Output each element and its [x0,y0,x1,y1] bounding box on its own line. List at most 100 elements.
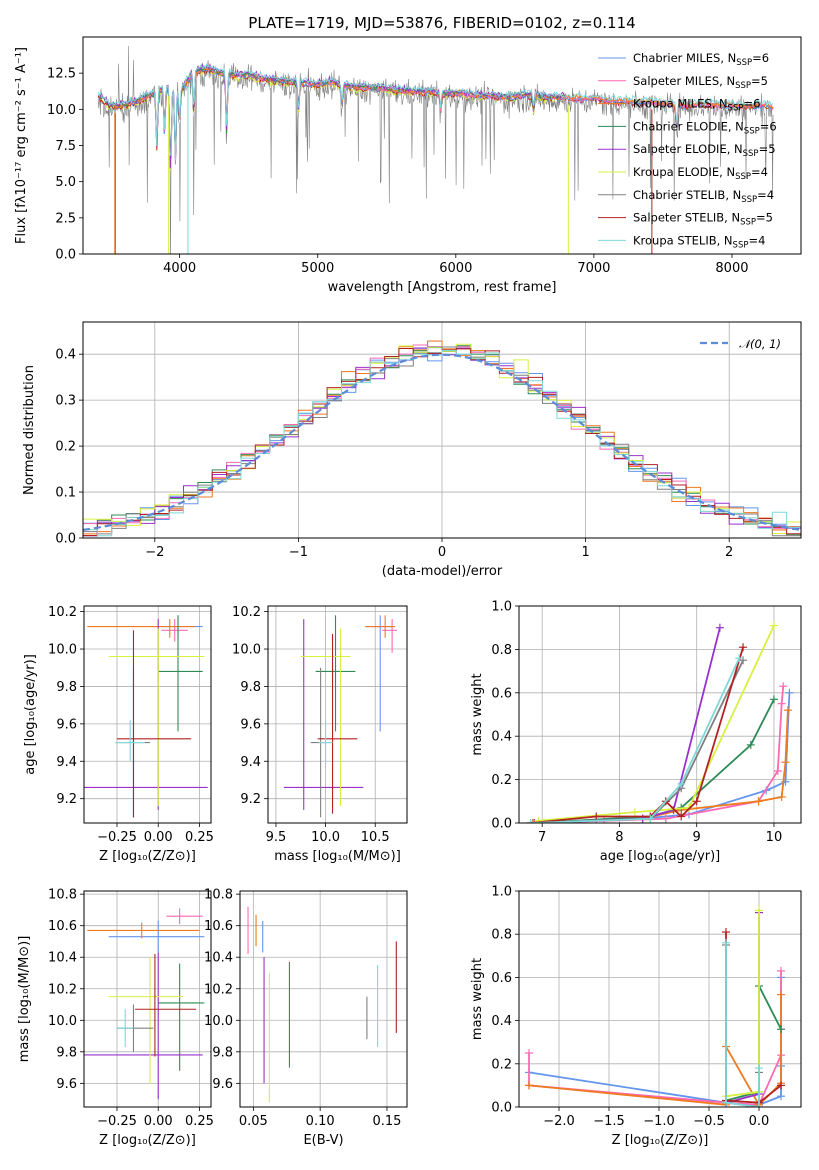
legend-count: =6 [752,51,769,65]
age_vs_Z-panel: −0.25 0.00 0.25 9.2 9.4 9.6 9.8 10.0 10.2 Z [log₁… [23,605,214,864]
legend-subscript: SSP [736,58,752,68]
legend-subscript: SSP [735,81,751,91]
y-tick-label: 0.0 [55,248,76,263]
y-tick-label: 1.0 [491,600,512,615]
x-tick-label: 7 [538,830,546,845]
weight-line-chabrier_stelib [530,659,744,823]
weight-line-kroupa_stelib [725,942,760,1107]
weight-line-chabrier_stelib [725,945,760,1107]
x-tick-label: 10.0 [311,830,340,845]
y-tick-label: 9.8 [212,1045,233,1060]
y-tick-label: 0.1 [55,486,76,501]
weight-lines [525,906,785,1107]
y-axis-label: age [log₁₀(age/yr)] [23,654,38,775]
x-axis-label: Z [log₁₀(Z/Z⊙)] [612,1133,709,1148]
x-axis-label: Z [log₁₀(Z/Z⊙)] [99,849,196,864]
weight-line-chabrier_elodie [725,985,782,1102]
y-tick-label: 9.4 [56,755,77,770]
y-tick-label: 9.6 [56,717,77,732]
mass_vs_Z-panel: −0.25 0.00 0.25 9.6 9.8 10.0 10.2 10.4 10.6 10.8 Z… [17,888,214,1148]
y-tick-label: 10.0 [48,1014,77,1029]
x-tick-label: 4000 [163,261,196,276]
histograms [83,340,801,537]
y-axis-label: Flux [fλ10⁻¹⁷ erg cm⁻² s⁻¹ A⁻¹] [14,47,29,244]
histogram-kroupa_stelib [83,349,801,537]
x-tick-label: 0.00 [144,830,173,845]
mass_weight_vs_Z-panel: −2.0 −1.5 −1.0 −0.5 0.0 0.0 0.2 0.4 0.6 0.8 1.0 Z [… [470,885,802,1148]
x-tick-label: 0.00 [144,1114,173,1129]
weight-line-kroupa_stelib [530,657,741,823]
x-tick-label: 9 [693,830,701,845]
normal-curve [83,353,801,531]
legend-subscript: SSP [744,126,760,136]
y-tick-label: 0.0 [491,817,512,832]
error-bars [84,908,205,1100]
weight-line-salpeter_miles [528,970,782,1106]
legend-label: Salpeter STELIB, NSSP=5 [633,211,773,228]
legend-count: =6 [743,97,760,111]
x-tick-label: 8 [615,830,623,845]
x-tick-label: 2 [725,545,733,560]
y-tick-label: 9.2 [56,792,77,807]
axes-frame [518,890,802,1108]
x-tick-label: 0.10 [306,1114,335,1129]
legend-subscript: SSP [741,195,757,205]
legend-label: 𝒩(0, 1) [739,337,781,351]
x-tick-label: 6000 [439,261,472,276]
legend-count: =4 [757,188,774,202]
y-tick-label: 0.2 [55,440,76,455]
spectrum-panel: 4000 5000 6000 7000 8000 0.0 2.5 5.0 7.5 10.0 12.5… [14,36,802,295]
weight-line-chabrier_miles [528,977,782,1106]
spectrum-lines [97,45,774,254]
histogram-chabrier_stelib [83,346,801,537]
y-tick-label: 10.0 [232,643,261,658]
legend-label: Salpeter ELODIE, NSSP=5 [633,142,776,159]
weight-line-salpeter_stelib [725,932,782,1104]
y-tick-label: 0.6 [491,971,512,986]
spectrum-legend: Chabrier MILES, NSSP=6 Salpeter MILES, NS… [598,51,777,250]
y-tick-label: 9.6 [56,1077,77,1092]
y-tick-label: 10.2 [48,605,77,620]
x-axis-label: wavelength [Angstrom, rest frame] [328,280,557,295]
y-tick-label: 9.4 [240,755,261,770]
axes-frame [518,605,802,824]
axes-frame [82,321,802,539]
legend-count: =5 [759,142,776,156]
weight-line-kroupa_elodie [725,910,760,1098]
legend-label: Chabrier MILES, NSSP=6 [633,51,769,68]
y-axis-label: mass [log₁₀(M/M⊙)] [17,936,32,1063]
legend-subscript: SSP [743,149,759,159]
y-tick-label: 0.4 [55,348,76,363]
axes-frame [83,890,212,1108]
legend-count: =4 [751,165,768,179]
x-axis-label: mass [log₁₀(M/M⊙)] [274,849,401,864]
weight-line-salpeter_stelib [530,646,744,823]
mass_weight_vs_age-panel: 7 8 9 10 0.0 0.2 0.4 0.6 0.8 1.0 age [log₁₀(age/yr… [470,600,802,864]
y-tick-label: 12.5 [47,67,76,82]
x-tick-label: 10.5 [361,830,390,845]
error-bars [84,615,208,818]
y-tick-label: 7.5 [55,139,76,154]
legend-label: Kroupa ELODIE, NSSP=4 [633,165,768,182]
y-axis-label: Normed distribution [22,365,37,495]
y-tick-label: 10.0 [48,643,77,658]
x-tick-label: 0.0 [749,1114,770,1129]
x-tick-label: −1 [289,545,308,560]
legend-subscript: SSP [735,172,751,182]
axes-frame [239,890,408,1108]
error-bars [247,906,397,1103]
x-tick-label: −2 [145,545,164,560]
weight-lines [526,621,794,823]
age_vs_mass-panel: 9.5 10.0 10.5 9.2 9.4 9.6 9.8 10.0 10.2 mass [log… [232,605,408,864]
x-tick-label: 9.5 [266,830,287,845]
x-tick-label: 0 [438,545,446,560]
y-tick-label: 0.4 [491,1014,512,1029]
y-tick-label: 10.4 [48,951,77,966]
legend-subscript: SSP [728,104,744,114]
y-tick-label: 9.6 [212,1077,233,1092]
x-tick-label: 0.25 [185,1114,214,1129]
y-tick-label: 0.4 [491,730,512,745]
x-tick-label: −0.25 [97,1114,137,1129]
y-tick-label: 10.4 [204,951,233,966]
